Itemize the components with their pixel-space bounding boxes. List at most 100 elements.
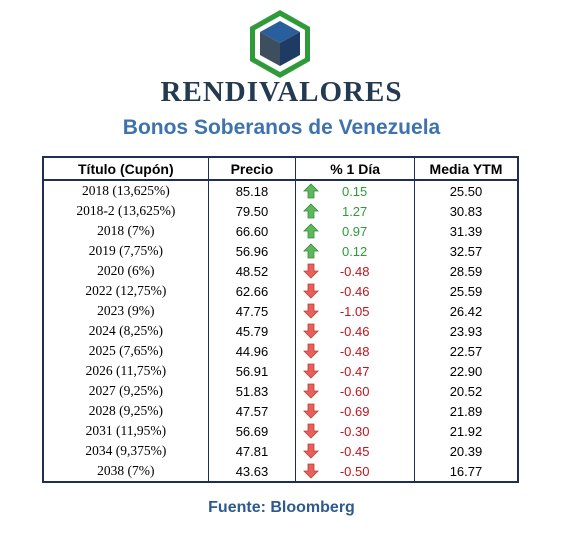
cell-title: 2031 (11,95%) — [43, 421, 209, 441]
cell-title: 2034 (9,375%) — [43, 441, 209, 461]
cell-price: 56.96 — [208, 241, 297, 261]
cell-price: 47.75 — [208, 301, 297, 321]
change-value: -0.45 — [339, 443, 370, 459]
cell-price: 43.63 — [208, 461, 297, 482]
cell-title: 2019 (7,75%) — [43, 241, 209, 261]
cell-change: 1.27 — [295, 201, 415, 221]
cell-price: 48.52 — [208, 261, 297, 281]
cell-change: -0.46 — [295, 321, 415, 341]
arrow-down-icon — [303, 263, 320, 279]
cell-ytm: 32.57 — [449, 243, 483, 259]
cell-price: 56.69 — [208, 421, 297, 441]
cell-title: 2018 (7%) — [43, 221, 209, 241]
cell-ytm: 25.50 — [449, 183, 483, 199]
arrow-down-icon — [303, 383, 320, 399]
cell-change: 0.15 — [295, 180, 415, 201]
arrow-down-icon — [303, 363, 320, 379]
arrow-down-icon — [303, 423, 320, 439]
arrow-down-icon — [303, 403, 320, 419]
cell-change: -0.50 — [295, 461, 415, 482]
cell-ytm: 20.39 — [449, 443, 483, 459]
table-row: 2022 (12,75%) 62.66 -0.46 25.59 — [43, 281, 518, 301]
table-row: 2028 (9,25%) 47.57 -0.69 21.89 — [43, 401, 518, 421]
bonds-table: Título (Cupón) Precio % 1 Día Media YTM … — [42, 156, 519, 483]
cell-ytm: 21.89 — [449, 403, 483, 419]
arrow-down-icon — [303, 343, 320, 359]
cell-price: 45.79 — [208, 321, 297, 341]
cell-ytm: 30.83 — [449, 203, 483, 219]
cell-title: 2023 (9%) — [43, 301, 209, 321]
table-row: 2027 (9,25%) 51.83 -0.60 20.52 — [43, 381, 518, 401]
change-value: -0.48 — [339, 263, 370, 279]
cell-ytm: 22.57 — [449, 343, 483, 359]
table-row: 2018 (13,625%) 85.18 0.15 25.50 — [43, 180, 518, 201]
cell-price: 56.91 — [208, 361, 297, 381]
cell-price: 85.18 — [208, 180, 297, 201]
rendivalores-logo-icon — [250, 10, 310, 78]
cell-title: 2025 (7,65%) — [43, 341, 209, 361]
table-row: 2020 (6%) 48.52 -0.48 28.59 — [43, 261, 518, 281]
cell-change: -1.05 — [295, 301, 415, 321]
cell-price: 47.81 — [208, 441, 297, 461]
cell-title: 2020 (6%) — [43, 261, 209, 281]
table-header-row: Título (Cupón) Precio % 1 Día Media YTM — [43, 157, 518, 181]
header-ytm: Media YTM — [414, 157, 518, 181]
cell-change: 0.12 — [295, 241, 415, 261]
change-value: -0.47 — [339, 363, 370, 379]
change-value: 1.27 — [341, 203, 368, 219]
cell-title: 2026 (11,75%) — [43, 361, 209, 381]
cell-ytm: 20.52 — [449, 383, 483, 399]
cell-price: 51.83 — [208, 381, 297, 401]
cell-change: -0.45 — [295, 441, 415, 461]
arrow-up-icon — [303, 223, 320, 239]
table-row: 2018-2 (13,625%) 79.50 1.27 30.83 — [43, 201, 518, 221]
arrow-down-icon — [303, 323, 320, 339]
page-subtitle: Bonos Soberanos de Venezuela — [122, 116, 441, 139]
cell-price: 66.60 — [208, 221, 297, 241]
cell-ytm: 26.42 — [449, 303, 483, 319]
cell-change: 0.97 — [295, 221, 415, 241]
cell-title: 2027 (9,25%) — [43, 381, 209, 401]
table-row: 2023 (9%) 47.75 -1.05 26.42 — [43, 301, 518, 321]
change-value: -1.05 — [339, 303, 370, 319]
cell-ytm: 21.92 — [449, 423, 483, 439]
cell-change: -0.48 — [295, 261, 415, 281]
change-value: 0.97 — [341, 223, 368, 239]
arrow-up-icon — [303, 183, 320, 199]
change-value: -0.46 — [339, 283, 370, 299]
cell-title: 2018-2 (13,625%) — [43, 201, 209, 221]
cell-ytm: 22.90 — [449, 363, 483, 379]
cell-change: -0.47 — [295, 361, 415, 381]
table-row: 2031 (11,95%) 56.69 -0.30 21.92 — [43, 421, 518, 441]
cell-ytm: 16.77 — [449, 463, 483, 479]
cell-price: 44.96 — [208, 341, 297, 361]
cell-ytm: 25.59 — [449, 283, 483, 299]
cell-change: -0.48 — [295, 341, 415, 361]
change-value: 0.12 — [341, 243, 368, 259]
cell-title: 2038 (7%) — [43, 461, 209, 482]
cell-ytm: 23.93 — [449, 323, 483, 339]
change-value: -0.30 — [339, 423, 370, 439]
cell-change: -0.46 — [295, 281, 415, 301]
brand-name: RENDIVALORES — [160, 76, 403, 108]
table-row: 2019 (7,75%) 56.96 0.12 32.57 — [43, 241, 518, 261]
change-value: -0.60 — [339, 383, 370, 399]
cell-title: 2022 (12,75%) — [43, 281, 209, 301]
arrow-up-icon — [303, 243, 320, 259]
cell-price: 47.57 — [208, 401, 297, 421]
arrow-down-icon — [303, 303, 320, 319]
table-row: 2025 (7,65%) 44.96 -0.48 22.57 — [43, 341, 518, 361]
table-row: 2018 (7%) 66.60 0.97 31.39 — [43, 221, 518, 241]
table-row: 2024 (8,25%) 45.79 -0.46 23.93 — [43, 321, 518, 341]
arrow-down-icon — [303, 283, 320, 299]
header-title: Título (Cupón) — [43, 157, 209, 181]
cell-change: -0.60 — [295, 381, 415, 401]
cell-change: -0.69 — [295, 401, 415, 421]
arrow-down-icon — [303, 443, 320, 459]
arrow-down-icon — [303, 463, 320, 479]
change-value: -0.48 — [339, 343, 370, 359]
cell-change: -0.30 — [295, 421, 415, 441]
table-row: 2034 (9,375%) 47.81 -0.45 20.39 — [43, 441, 518, 461]
change-value: 0.15 — [341, 183, 368, 199]
cell-price: 79.50 — [208, 201, 297, 221]
